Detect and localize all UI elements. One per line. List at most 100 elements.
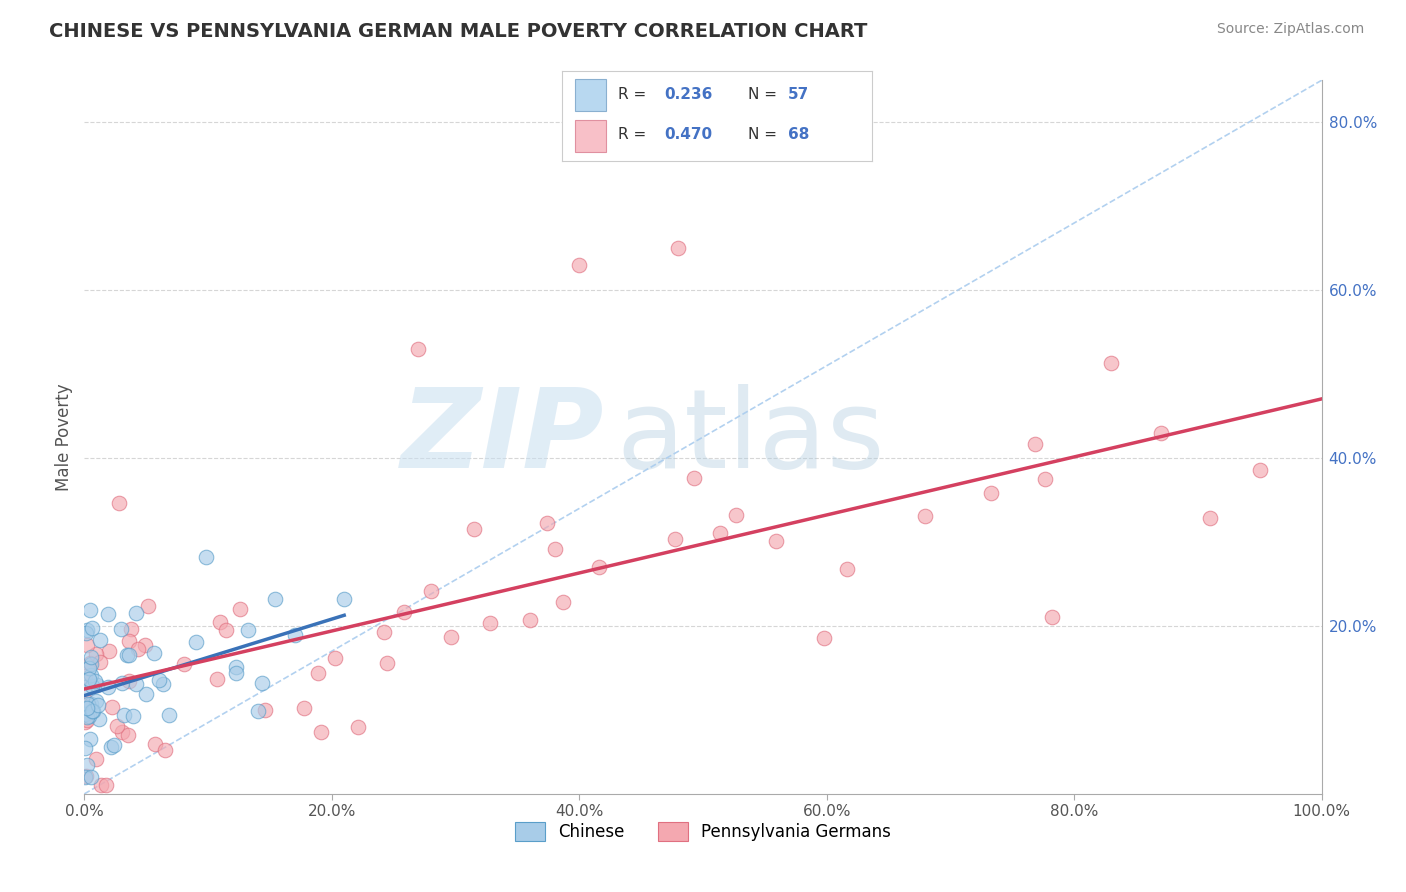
Text: N =: N =	[748, 127, 778, 142]
Point	[394, 605, 416, 619]
Point	[112, 707, 135, 722]
Point	[80, 649, 103, 664]
Point	[73, 714, 96, 729]
Point	[152, 677, 174, 691]
Point	[148, 673, 170, 687]
Text: 57: 57	[789, 87, 810, 102]
Text: N =: N =	[748, 87, 778, 102]
Point	[153, 743, 176, 757]
Point	[1040, 609, 1063, 624]
Point	[89, 713, 111, 727]
Point	[284, 628, 307, 642]
Legend: Chinese, Pennsylvania Germans: Chinese, Pennsylvania Germans	[506, 814, 900, 850]
Text: 0.470: 0.470	[665, 127, 713, 142]
Point	[79, 603, 101, 617]
Point	[97, 607, 120, 621]
Point	[543, 542, 565, 557]
Point	[100, 739, 122, 754]
Point	[82, 704, 104, 718]
Point	[87, 698, 110, 713]
Text: R =: R =	[619, 87, 647, 102]
Point	[323, 650, 346, 665]
Point	[73, 741, 96, 756]
Point	[373, 624, 395, 639]
Point	[103, 738, 125, 752]
Point	[84, 694, 107, 708]
Point	[121, 708, 143, 723]
Point	[76, 638, 98, 652]
Point	[236, 624, 259, 638]
Point	[84, 648, 107, 662]
Point	[76, 697, 98, 711]
Point	[117, 648, 139, 663]
Text: R =: R =	[619, 127, 647, 142]
Point	[134, 638, 156, 652]
Point	[96, 779, 118, 793]
Point	[375, 657, 398, 671]
Point	[76, 713, 98, 727]
Point	[157, 708, 180, 723]
Point	[682, 471, 704, 485]
FancyBboxPatch shape	[575, 120, 606, 152]
Text: atlas: atlas	[616, 384, 884, 491]
Point	[225, 666, 247, 681]
Point	[250, 676, 273, 690]
Point	[347, 720, 370, 734]
Point	[76, 710, 98, 724]
Point	[135, 687, 157, 701]
Point	[205, 673, 228, 687]
Point	[125, 606, 148, 620]
Point	[253, 703, 276, 717]
Point	[724, 508, 747, 523]
Point	[420, 584, 443, 599]
Point	[79, 656, 101, 670]
Point	[551, 594, 574, 608]
Point	[1199, 511, 1222, 525]
Point	[536, 516, 558, 530]
Text: CHINESE VS PENNSYLVANIA GERMAN MALE POVERTY CORRELATION CHART: CHINESE VS PENNSYLVANIA GERMAN MALE POVE…	[49, 22, 868, 41]
Point	[86, 678, 108, 692]
Point	[1024, 437, 1046, 451]
Point	[519, 613, 541, 627]
Point	[664, 532, 686, 546]
Point	[440, 630, 463, 644]
Point	[75, 707, 97, 722]
Point	[143, 738, 166, 752]
Point	[110, 725, 132, 739]
Point	[84, 752, 107, 766]
Point	[1099, 356, 1122, 370]
Point	[184, 635, 207, 649]
Point	[108, 496, 131, 510]
Point	[105, 718, 128, 732]
Point	[89, 655, 111, 669]
Point	[309, 725, 332, 739]
Point	[80, 770, 103, 784]
Point	[82, 704, 104, 718]
Point	[136, 599, 159, 613]
Point	[307, 666, 329, 681]
Point	[479, 616, 502, 631]
Point	[127, 642, 149, 657]
Point	[110, 622, 132, 636]
Point	[1033, 472, 1056, 486]
Point	[246, 704, 269, 718]
Point	[75, 626, 97, 640]
Point	[79, 732, 101, 747]
Point	[1150, 426, 1173, 441]
Point	[765, 534, 787, 549]
Point	[77, 708, 100, 723]
Point	[97, 681, 120, 695]
Point	[142, 646, 165, 660]
Point	[98, 644, 121, 658]
Text: ZIP: ZIP	[401, 384, 605, 491]
Point	[111, 676, 134, 690]
Y-axis label: Male Poverty: Male Poverty	[55, 384, 73, 491]
Point	[333, 591, 356, 606]
Point	[264, 591, 287, 606]
Point	[980, 486, 1002, 500]
Point	[80, 697, 103, 711]
Point	[75, 769, 97, 783]
Text: 0.236: 0.236	[665, 87, 713, 102]
Point	[215, 623, 238, 637]
Point	[80, 679, 103, 693]
